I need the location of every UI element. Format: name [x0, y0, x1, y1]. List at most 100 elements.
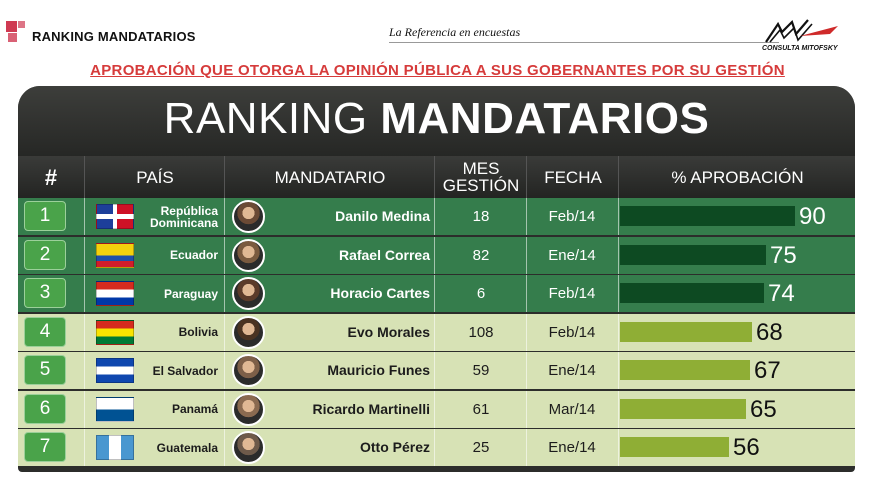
table-row: 1 República Dominicana Danilo Medina 18 Feb/… [18, 198, 855, 235]
leader-name: Rafael Correa [338, 246, 430, 263]
survey-date: Feb/14 [548, 323, 596, 341]
column-separator [618, 313, 619, 351]
column-header-country: PAÍS [84, 156, 225, 198]
column-separator [224, 352, 225, 389]
header-divider [389, 42, 779, 43]
table-row: 2 Ecuador Rafael Correa 82 Ene/14 75 [18, 236, 855, 274]
rank-badge: 7 [24, 432, 66, 462]
column-separator [224, 236, 225, 274]
column-header-months: MES GESTIÓN [434, 156, 527, 198]
ranking-table: RANKING MANDATARIOS # PAÍS MANDATARIO ME… [18, 86, 855, 472]
column-header-date: FECHA [526, 156, 619, 198]
ecuador-flag [96, 242, 134, 268]
approval-value: 90 [799, 203, 826, 230]
guatemala-flag [96, 435, 134, 460]
months-in-office: 61 [472, 400, 490, 418]
column-separator [618, 198, 619, 235]
column-separator [618, 275, 619, 312]
survey-date: Ene/14 [548, 362, 596, 379]
rank-badge: 4 [24, 316, 66, 347]
leader-name: Danilo Medina [335, 208, 430, 224]
months-in-office: 108 [468, 323, 494, 341]
column-separator [84, 236, 85, 274]
leader-avatar [232, 354, 265, 387]
approval-bar [620, 283, 764, 303]
column-separator [526, 236, 527, 274]
table-row: 6 Panamá Ricardo Martinelli 61 Mar/14 65 [18, 390, 855, 428]
panama-flag [96, 396, 134, 422]
column-separator [434, 313, 435, 351]
dominican-republic-flag [96, 204, 134, 229]
approval-value: 68 [756, 318, 783, 346]
survey-date: Mar/14 [548, 400, 596, 418]
approval-bar [620, 244, 766, 265]
rank-badge: 5 [24, 355, 66, 385]
column-separator [434, 236, 435, 274]
column-separator [84, 275, 85, 312]
bolivia-flag [96, 319, 134, 345]
column-separator [224, 198, 225, 235]
survey-date: Ene/14 [548, 246, 596, 264]
column-separator [526, 390, 527, 428]
column-separator [526, 429, 527, 466]
country-name: Panamá [171, 402, 218, 416]
approval-bar [620, 360, 750, 380]
approval-bar [620, 437, 729, 457]
approval-value: 67 [754, 357, 781, 384]
firm-logo: CONSULTA MITOFSKY [760, 18, 840, 56]
firm-name: CONSULTA MITOFSKY [762, 45, 838, 52]
months-in-office: 82 [472, 246, 490, 264]
column-separator [434, 352, 435, 389]
table-title: RANKING MANDATARIOS [18, 94, 855, 144]
country-name: República Dominicana [149, 203, 218, 230]
column-separator [224, 275, 225, 312]
months-in-office: 25 [472, 439, 490, 456]
column-separator [618, 352, 619, 389]
brand-name: RANKING MANDATARIOS [32, 29, 196, 44]
column-separator [434, 390, 435, 428]
column-separator [84, 429, 85, 466]
approval-bar [620, 398, 746, 419]
column-header-leader: MANDATARIO [224, 156, 435, 198]
page-subtitle: APROBACIÓN QUE OTORGA LA OPINIÓN PÚBLICA… [90, 62, 785, 79]
months-in-office: 59 [472, 362, 490, 379]
rank-badge: 2 [24, 239, 66, 270]
tagline: La Referencia en encuestas [389, 25, 521, 39]
survey-date: Ene/14 [548, 439, 596, 456]
leader-avatar [232, 238, 265, 272]
table-title-bold: MANDATARIOS [380, 94, 710, 143]
column-separator [224, 313, 225, 351]
column-separator [84, 390, 85, 428]
column-separator [84, 198, 85, 235]
country-name: Paraguay [163, 286, 218, 301]
column-header-months-line2: GESTIÓN [442, 176, 520, 195]
column-separator [526, 313, 527, 351]
leader-name: Ricardo Martinelli [312, 400, 430, 417]
firm-logo-icon [765, 19, 838, 43]
country-name: Bolivia [178, 325, 218, 339]
leader-avatar [232, 200, 265, 233]
country-name: El Salvador [152, 363, 218, 378]
title-band: RANKING MANDATARIOS [18, 86, 855, 156]
column-header-approval: % APROBACIÓN [618, 156, 855, 198]
table-title-light: RANKING [163, 94, 381, 143]
leader-avatar [232, 431, 265, 464]
column-header-months-line1: MES [462, 159, 500, 178]
leader-name: Evo Morales [347, 323, 430, 340]
leader-name: Mauricio Funes [327, 362, 430, 378]
approval-bar [620, 321, 752, 342]
column-separator [618, 390, 619, 428]
rank-badge: 6 [24, 393, 66, 424]
survey-date: Feb/14 [548, 285, 596, 302]
survey-date: Feb/14 [548, 208, 596, 225]
column-separator [84, 313, 85, 351]
approval-bar [620, 206, 795, 226]
table-row: 5 El Salvador Mauricio Funes 59 Ene/14 67 [18, 352, 855, 389]
approval-value: 56 [733, 434, 760, 461]
approval-value: 74 [768, 280, 795, 307]
paraguay-flag [96, 281, 134, 306]
table-row: 4 Bolivia Evo Morales 108 Feb/14 68 [18, 313, 855, 351]
column-separator [526, 275, 527, 312]
brand-squares-icon [6, 19, 30, 47]
leader-name: Horacio Cartes [330, 285, 430, 301]
